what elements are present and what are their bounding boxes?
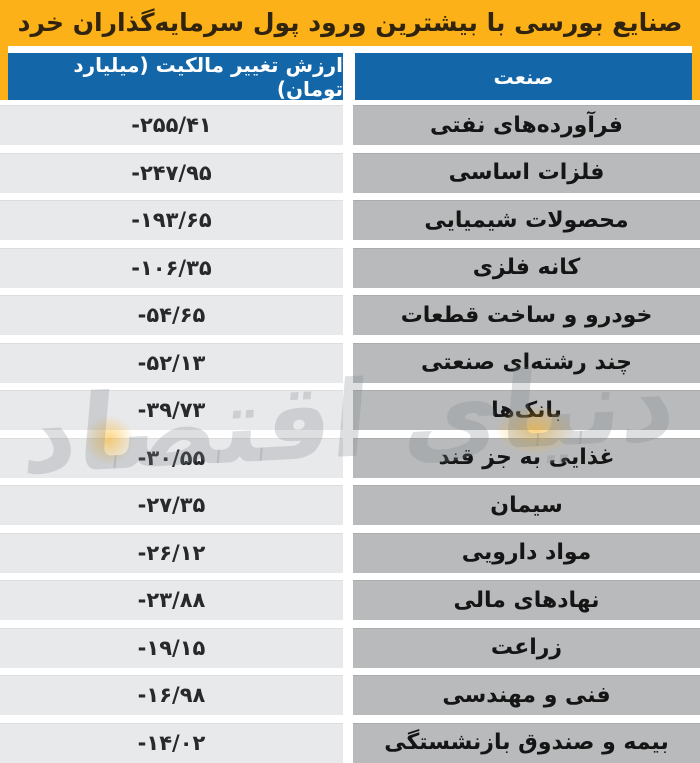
industry-cell: نهادهای مالی <box>353 580 700 621</box>
page-title: صنایع بورسی با بیشترین ورود پول سرمایه‌گ… <box>17 7 683 37</box>
table-row: -۱۶/۹۸ فنی و مهندسی <box>0 675 700 716</box>
industry-cell: فلزات اساسی <box>353 152 700 193</box>
value-cell: -۲۵۵/۴۱ <box>0 105 343 145</box>
column-header-industry: صنعت <box>355 53 692 100</box>
table-row: -۲۶/۱۲ مواد دارویی <box>0 532 700 573</box>
table-row: -۱۹۳/۶۵ محصولات شیمیایی <box>0 200 700 241</box>
table-row: -۲۵۵/۴۱ فرآورده‌های نفتی <box>0 105 700 145</box>
table-row: -۳۰/۵۵ غذایی به جز قند <box>0 437 700 478</box>
table-row: -۵۴/۶۵ خودرو و ساخت قطعات <box>0 295 700 336</box>
value-cell: -۵۴/۶۵ <box>0 295 343 336</box>
value-cell: -۳۰/۵۵ <box>0 437 343 478</box>
industry-cell: فنی و مهندسی <box>353 675 700 716</box>
value-cell: -۲۳/۸۸ <box>0 580 343 621</box>
industry-cell: بانک‌ها <box>353 390 700 431</box>
value-cell: -۲۴۷/۹۵ <box>0 152 343 193</box>
title-band: صنایع بورسی با بیشترین ورود پول سرمایه‌گ… <box>0 0 700 46</box>
value-cell: -۱۴/۰۲ <box>0 722 343 763</box>
industry-cell: سیمان <box>353 485 700 526</box>
value-cell: -۳۹/۷۳ <box>0 390 343 431</box>
table-row: -۱۴/۰۲ بیمه و صندوق بازنشستگی <box>0 722 700 763</box>
table-header-strip: ارزش تغییر مالکیت (میلیارد تومان) صنعت <box>0 46 700 101</box>
value-cell: -۱۶/۹۸ <box>0 675 343 716</box>
industry-cell: چند رشته‌ای صنعتی <box>353 342 700 383</box>
value-cell: -۱۰۶/۳۵ <box>0 247 343 288</box>
value-cell: -۲۷/۳۵ <box>0 485 343 526</box>
table-row: -۲۳/۸۸ نهادهای مالی <box>0 580 700 621</box>
value-cell: -۱۹۳/۶۵ <box>0 200 343 241</box>
industry-cell: زراعت <box>353 627 700 668</box>
industry-cell: کانه فلزی <box>353 247 700 288</box>
industry-cell: خودرو و ساخت قطعات <box>353 295 700 336</box>
table-row: -۲۷/۳۵ سیمان <box>0 485 700 526</box>
table-row: -۵۲/۱۳ چند رشته‌ای صنعتی <box>0 342 700 383</box>
industry-cell: فرآورده‌های نفتی <box>353 105 700 145</box>
industry-cell: غذایی به جز قند <box>353 437 700 478</box>
industry-cell: بیمه و صندوق بازنشستگی <box>353 722 700 763</box>
table-row: -۲۴۷/۹۵ فلزات اساسی <box>0 152 700 193</box>
value-cell: -۲۶/۱۲ <box>0 532 343 573</box>
table-row: -۱۰۶/۳۵ کانه فلزی <box>0 247 700 288</box>
industry-cell: محصولات شیمیایی <box>353 200 700 241</box>
table-row: -۱۹/۱۵ زراعت <box>0 627 700 668</box>
table-row: -۳۹/۷۳ بانک‌ها <box>0 390 700 431</box>
industry-cell: مواد دارویی <box>353 532 700 573</box>
value-cell: -۱۹/۱۵ <box>0 627 343 668</box>
table-header-row: ارزش تغییر مالکیت (میلیارد تومان) صنعت <box>8 46 692 101</box>
table-body: -۲۵۵/۴۱ فرآورده‌های نفتی -۲۴۷/۹۵ فلزات ا… <box>0 100 700 763</box>
column-header-value: ارزش تغییر مالکیت (میلیارد تومان) <box>8 53 343 101</box>
value-cell: -۵۲/۱۳ <box>0 342 343 383</box>
